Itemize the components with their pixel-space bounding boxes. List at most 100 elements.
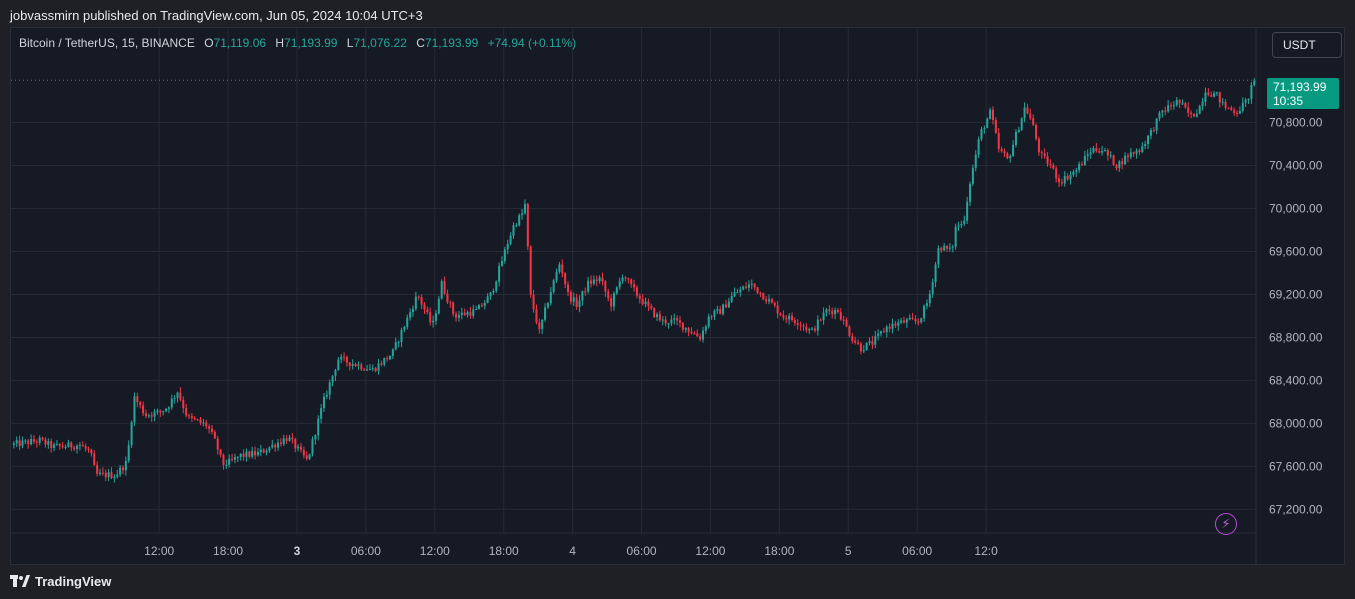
candle-body: [681, 322, 684, 330]
candle-body: [363, 369, 366, 371]
lightning-bolt-icon[interactable]: ⚡: [1215, 513, 1237, 535]
candle-body: [188, 415, 191, 417]
candle-body: [55, 444, 58, 446]
candle-body: [905, 319, 908, 323]
candle-body: [130, 422, 133, 446]
candle-body: [409, 312, 412, 318]
candle-body: [991, 109, 994, 120]
candle-body: [167, 407, 170, 409]
candle-body: [885, 326, 888, 333]
candle-body: [386, 358, 389, 360]
candle-body: [368, 368, 371, 370]
candle-body: [150, 415, 153, 417]
x-tick-label: 4: [569, 544, 576, 558]
candle-body: [340, 356, 343, 360]
candle-body: [512, 225, 515, 236]
candle-body: [1204, 92, 1207, 102]
candle-body: [526, 203, 529, 247]
candle-body: [658, 314, 661, 321]
candle-body: [859, 343, 862, 352]
candle-body: [475, 309, 478, 311]
candle-body: [822, 312, 825, 321]
candle-body: [825, 309, 828, 313]
candlestick-chart[interactable]: 67,200.00 67,600.00 68,000.00 68,400.00 68,8…: [11, 28, 1346, 566]
candle-body: [331, 375, 334, 383]
candle-body: [256, 452, 259, 456]
candle-body: [656, 314, 659, 317]
candle-body: [745, 286, 748, 288]
candle-body: [1086, 154, 1089, 156]
candle-body: [687, 327, 690, 332]
candle-body: [153, 411, 156, 417]
chart-frame[interactable]: 67,200.00 67,600.00 68,000.00 68,400.00 68,8…: [10, 27, 1346, 566]
y-tick-label: 70,800.00: [1269, 116, 1323, 130]
x-tick-label: 06:00: [351, 544, 381, 558]
candle-body: [90, 449, 93, 454]
candle-body: [314, 435, 317, 440]
candle-body: [1147, 135, 1150, 145]
candle-body: [765, 299, 768, 302]
candle-body: [343, 356, 346, 358]
candle-body: [265, 450, 268, 453]
candle-body: [589, 280, 593, 284]
candle-body: [1075, 170, 1078, 172]
candle-body: [925, 303, 928, 306]
candle-body: [555, 272, 558, 281]
candle-body: [808, 329, 811, 331]
candle-body: [440, 281, 443, 299]
candle-body: [334, 370, 337, 376]
candle-body: [483, 302, 486, 307]
candle-body: [1253, 80, 1256, 86]
symbol-legend: Bitcoin / TetherUS, 15, BINANCE O71,119.…: [19, 36, 576, 50]
candle-body: [472, 309, 475, 316]
candle-body: [104, 472, 107, 478]
candle-body: [1213, 93, 1216, 97]
candle-body: [1207, 92, 1210, 96]
candle-body: [15, 440, 18, 444]
candle-body: [463, 312, 466, 315]
candle-body: [951, 246, 954, 248]
candle-body: [1233, 109, 1236, 114]
candle-body: [770, 299, 773, 303]
candle-body: [182, 399, 185, 408]
candle-body: [834, 309, 837, 315]
symbol-name[interactable]: Bitcoin / TetherUS, 15, BINANCE: [19, 36, 195, 50]
candle-body: [294, 439, 297, 449]
y-tick-label: 67,600.00: [1269, 459, 1323, 473]
candle-body: [236, 456, 239, 458]
x-tick-label: 18:00: [764, 544, 794, 558]
candle-body: [627, 278, 630, 280]
candle-body: [699, 336, 702, 340]
candle-body: [1080, 164, 1084, 166]
candle-body: [357, 364, 360, 367]
candle-body: [1247, 98, 1250, 100]
candle-body: [73, 447, 76, 450]
candle-body: [954, 226, 957, 247]
candle-body: [41, 437, 44, 440]
candle-body: [420, 297, 423, 305]
candle-body: [615, 287, 618, 294]
candle-body: [480, 305, 483, 307]
candle-body: [210, 428, 213, 432]
candle-body: [931, 282, 934, 295]
candle-body: [1129, 152, 1132, 158]
candle-body: [443, 281, 446, 294]
candle-body: [667, 323, 670, 325]
candle-body: [411, 308, 414, 313]
candle-body: [509, 235, 512, 244]
candle-body: [179, 392, 182, 400]
candle-body: [934, 264, 937, 283]
candle-body: [1149, 129, 1152, 136]
candle-body: [271, 444, 274, 448]
candle-body: [782, 315, 785, 318]
candle-body: [882, 331, 885, 333]
candle-body: [773, 302, 776, 306]
candle-body: [713, 310, 716, 317]
candle-body: [116, 474, 119, 477]
candle-body: [831, 310, 834, 315]
footer-brand[interactable]: TradingView: [10, 574, 111, 589]
currency-button[interactable]: USDT: [1272, 32, 1342, 58]
candle-body: [133, 396, 136, 423]
candle-body: [710, 316, 713, 318]
candle-body: [1161, 110, 1164, 113]
